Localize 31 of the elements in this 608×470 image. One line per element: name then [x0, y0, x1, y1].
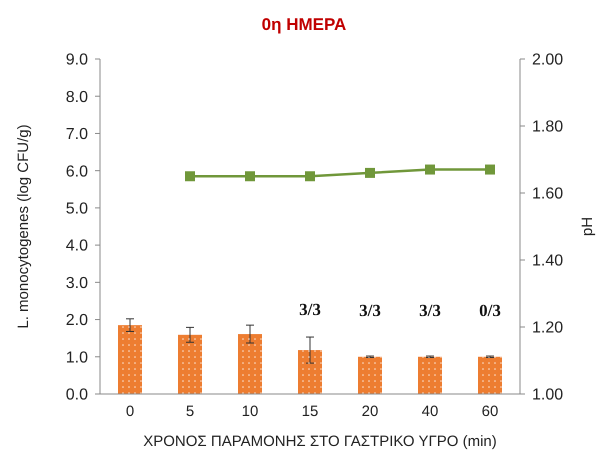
y-tick-label: 2.0 [66, 312, 88, 330]
annotation: 3/3 [359, 301, 381, 320]
y2-tick-label: 1.40 [532, 252, 564, 270]
annotation: 3/3 [419, 301, 441, 320]
y-tick-label: 8.0 [66, 88, 88, 106]
y-tick-label: 6.0 [66, 163, 88, 180]
x-tick-label: 5 [186, 403, 194, 420]
x-tick-label: 10 [242, 403, 258, 420]
y-tick-label: 5.0 [66, 200, 88, 218]
y2-axis-title: pH [579, 216, 596, 236]
y-tick-label: 0.0 [66, 386, 88, 404]
y2-tick-label: 1.60 [532, 186, 564, 203]
annotation: 3/3 [299, 300, 321, 320]
x-tick-label: 60 [482, 403, 498, 420]
x-tick-label: 40 [422, 403, 438, 420]
y-tick-label: 1.0 [66, 349, 88, 366]
x-axis-title: ΧΡΟΝΟΣ ΠΑΡΑΜΟΝΗΣ ΣΤΟ ΓΑΣΤΡΙΚΟ ΥΓΡΟ (min) [143, 433, 497, 450]
y-tick-label: 4.0 [66, 238, 88, 255]
y2-tick-label: 1.80 [532, 118, 564, 136]
y-axis-title: L. monocytogenes (log CFU/g) [15, 124, 32, 329]
y2-tick-label: 2.00 [532, 52, 564, 69]
x-tick-label: 15 [302, 403, 318, 420]
y-tick-label: 3.0 [66, 274, 88, 292]
x-tick-label: 20 [362, 403, 378, 420]
annotation: 0/3 [479, 301, 501, 320]
chart-title: 0η ΗΜΕΡΑ [262, 15, 346, 34]
y2-tick-label: 1.20 [532, 320, 564, 337]
y-tick-label: 7.0 [66, 126, 88, 144]
y-tick-label: 9.0 [66, 52, 88, 69]
y2-tick-label: 1.00 [532, 386, 564, 404]
x-tick-label: 0 [126, 403, 134, 420]
